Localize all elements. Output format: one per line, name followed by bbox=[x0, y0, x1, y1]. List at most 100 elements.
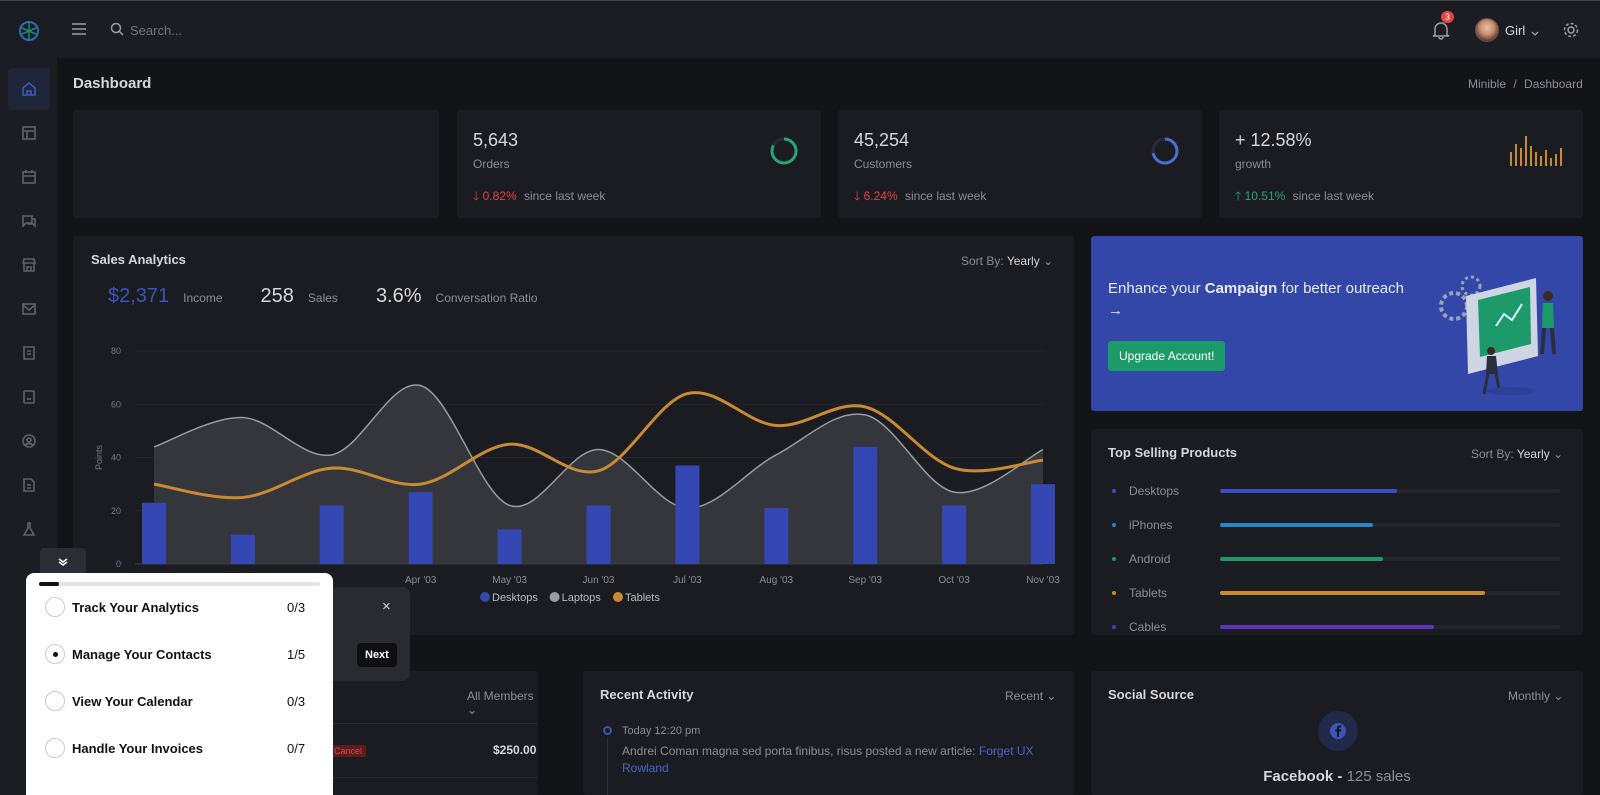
logo-icon[interactable] bbox=[18, 20, 40, 45]
legend-marker bbox=[613, 592, 623, 602]
legend-marker bbox=[480, 592, 490, 602]
x-tick-label: Jun '03 bbox=[583, 575, 615, 586]
tooltip-close-button[interactable]: × bbox=[382, 598, 391, 615]
mail-icon bbox=[22, 303, 36, 315]
product-bar-fill bbox=[1220, 489, 1397, 493]
checklist-task[interactable]: Manage Your Contacts 1/5 bbox=[45, 644, 315, 666]
desktops-bar bbox=[497, 529, 522, 564]
checklist-task[interactable]: Track Your Analytics 0/3 bbox=[45, 597, 315, 619]
sidebar-item-layouts[interactable] bbox=[8, 112, 50, 154]
task-status-circle-icon bbox=[45, 691, 65, 711]
desktops-bar bbox=[230, 534, 255, 564]
activity-link[interactable]: Forget UX Rowland bbox=[622, 744, 1034, 775]
product-name: Cables bbox=[1129, 620, 1167, 634]
social-sales: 125 sales bbox=[1346, 768, 1411, 785]
product-bar-fill bbox=[1220, 591, 1486, 595]
x-tick-label: Nov '03 bbox=[1026, 575, 1060, 586]
growth-sparkline bbox=[1510, 136, 1562, 166]
stat-value: 5,643 bbox=[473, 130, 519, 150]
product-bar-track bbox=[1220, 557, 1560, 561]
kpi-income-label: Income bbox=[183, 291, 223, 305]
stat-card-growth: + 12.58% growth 🡑 10.51% since last week bbox=[1219, 110, 1583, 218]
stat-label: Customers bbox=[854, 157, 913, 171]
stat-label: growth bbox=[1235, 157, 1272, 171]
stat-card-empty bbox=[73, 110, 439, 218]
user-name[interactable]: Girl bbox=[1505, 23, 1526, 38]
activity-body: Andrei Coman magna sed porta finibus, ri… bbox=[622, 744, 979, 758]
product-row: iPhones bbox=[1108, 518, 1568, 534]
upgrade-account-button[interactable]: Upgrade Account! bbox=[1108, 341, 1226, 371]
social-filter-dropdown[interactable]: Monthly ⌄ bbox=[1508, 689, 1563, 703]
task-status-circle-icon bbox=[45, 644, 65, 664]
sidebar-item-pages[interactable] bbox=[8, 464, 50, 506]
bullet-dot bbox=[1112, 557, 1116, 561]
task-label: Handle Your Invoices bbox=[72, 741, 204, 756]
members-filter-value: All Members bbox=[467, 689, 534, 703]
sort-dropdown[interactable]: Sort By: Yearly ⌄ bbox=[1471, 447, 1563, 461]
onboarding-checklist: Track Your Analytics 0/3 Manage Your Conta… bbox=[26, 573, 333, 795]
sort-dropdown[interactable]: Sort By: Yearly ⌄ bbox=[961, 254, 1053, 268]
flask-icon bbox=[22, 522, 36, 536]
chevron-down-icon: ⌄ bbox=[1553, 447, 1564, 461]
x-tick-label: May '03 bbox=[492, 575, 527, 586]
sidebar-item-contacts[interactable] bbox=[8, 376, 50, 418]
breadcrumb-separator: / bbox=[1513, 77, 1517, 91]
gear-icon[interactable] bbox=[1563, 22, 1579, 41]
stat-card-customers: 45,254 Customers 🡓 6.24% since last week bbox=[838, 110, 1202, 218]
product-row: Desktops bbox=[1108, 484, 1568, 500]
laptops-line bbox=[153, 384, 1044, 509]
kpi-income-value: $2,371 bbox=[108, 285, 170, 307]
sidebar-item-dashboard[interactable] bbox=[8, 68, 50, 110]
promo-text-pre: Enhance your bbox=[1108, 280, 1205, 297]
chevron-down-icon: ⌄ bbox=[467, 703, 478, 717]
search-input[interactable] bbox=[130, 20, 330, 40]
avatar[interactable] bbox=[1475, 18, 1499, 42]
product-bar-fill bbox=[1220, 523, 1373, 527]
chevron-double-down-icon bbox=[58, 558, 68, 566]
sidebar-item-calendar[interactable] bbox=[8, 156, 50, 198]
card-title: Sales Analytics bbox=[91, 252, 186, 267]
chevron-down-icon[interactable] bbox=[1531, 25, 1539, 40]
members-filter-dropdown[interactable]: All Members ⌄ bbox=[467, 689, 538, 717]
product-bar-track bbox=[1220, 523, 1560, 527]
home-icon bbox=[22, 81, 36, 96]
collapse-checklist-button[interactable] bbox=[40, 548, 86, 576]
sort-value: Yearly bbox=[1516, 447, 1550, 461]
kpi-ratio-label: Conversation Ratio bbox=[435, 291, 538, 305]
stat-change-value: 6.24% bbox=[863, 189, 898, 203]
sidebar-item-store[interactable] bbox=[8, 244, 50, 286]
sidebar-item-email[interactable] bbox=[8, 288, 50, 330]
breadcrumb-item-minible[interactable]: Minible bbox=[1468, 77, 1507, 91]
promo-text-bold: Campaign bbox=[1204, 280, 1278, 297]
sort-label: Sort By: bbox=[1471, 447, 1514, 461]
table-icon bbox=[22, 126, 36, 140]
bell-icon[interactable] bbox=[1432, 20, 1450, 43]
desktops-bar bbox=[319, 505, 344, 564]
kpi-row: $2,371 Income 258 Sales 3.6% Conversatio… bbox=[108, 285, 538, 308]
y-tick-label: 0 bbox=[116, 559, 121, 569]
menu-icon[interactable] bbox=[71, 22, 87, 39]
checklist-task[interactable]: View Your Calendar 0/3 bbox=[45, 691, 315, 713]
checklist-progress-fill bbox=[39, 582, 59, 586]
product-name: iPhones bbox=[1129, 518, 1173, 532]
campaign-illustration bbox=[1439, 275, 1556, 395]
desktops-bar bbox=[853, 446, 878, 564]
x-tick-label: Apr '03 bbox=[405, 575, 437, 586]
sidebar-item-chat[interactable] bbox=[8, 200, 50, 242]
sidebar-item-lab[interactable] bbox=[8, 508, 50, 550]
desktops-bar bbox=[675, 465, 700, 564]
task-status-circle-icon bbox=[45, 738, 65, 758]
product-bar-track bbox=[1220, 625, 1560, 629]
task-label: Manage Your Contacts bbox=[72, 647, 212, 662]
arrow-down-icon: 🡓 bbox=[473, 189, 480, 203]
store-icon bbox=[21, 258, 37, 272]
sort-label: Sort By: bbox=[961, 254, 1004, 268]
desktops-bar bbox=[942, 505, 967, 564]
checklist-task[interactable]: Handle Your Invoices 0/7 bbox=[45, 738, 315, 760]
row-amount: $250.00 bbox=[493, 743, 537, 757]
activity-text: Andrei Coman magna sed porta finibus, ri… bbox=[622, 743, 1047, 777]
tour-next-button[interactable]: Next bbox=[357, 643, 397, 667]
sidebar-item-profile[interactable] bbox=[8, 420, 50, 462]
sidebar-item-invoices[interactable] bbox=[8, 332, 50, 374]
activity-filter-dropdown[interactable]: Recent ⌄ bbox=[1005, 689, 1056, 703]
